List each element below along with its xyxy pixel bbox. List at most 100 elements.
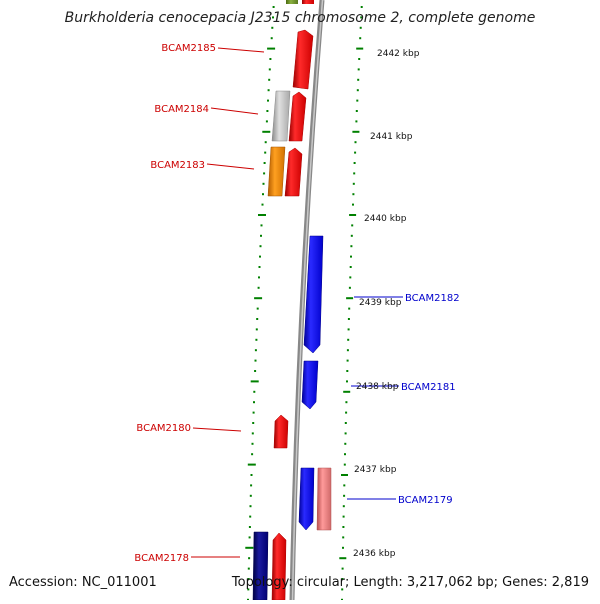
tick-mark [258, 214, 266, 216]
gene-feature-bcam2184-gray[interactable] [271, 90, 291, 142]
tick-mark [341, 578, 344, 580]
tick-mark [344, 422, 347, 424]
tick-mark [356, 47, 364, 50]
gene-feature-bcam2180[interactable] [273, 414, 289, 449]
tick-mark [341, 474, 348, 476]
kbp-label-2439: 2439 kbp [359, 298, 402, 308]
tick-mark [255, 328, 258, 331]
tick-mark [248, 557, 251, 560]
tick-mark [348, 286, 351, 289]
tick-mark [342, 546, 344, 549]
tick-mark [260, 234, 262, 237]
tick-mark [343, 494, 346, 497]
tick-mark [254, 349, 257, 352]
tick-mark [272, 16, 274, 19]
tick-mark [263, 172, 266, 175]
kbp-label-2442: 2442 kbp [377, 49, 420, 59]
tick-mark [355, 120, 358, 123]
tick-mark [341, 588, 344, 591]
tick-mark [342, 505, 345, 508]
tick-mark [344, 442, 347, 445]
tick-mark [356, 99, 359, 102]
gene-feature-bcam2183-orange[interactable] [267, 146, 286, 197]
tick-mark [270, 37, 273, 40]
tick-mark [271, 26, 274, 29]
kbp-label-2440: 2440 kbp [364, 214, 407, 224]
kbp-label-2436: 2436 kbp [353, 549, 396, 559]
gene-feature-bcam2179[interactable] [316, 467, 332, 531]
tick-mark [252, 411, 255, 414]
tick-mark [339, 557, 347, 560]
gene-label-bcam2181[interactable]: BCAM2181 [401, 382, 456, 393]
tick-mark [248, 526, 251, 528]
tick-mark [266, 110, 269, 112]
tick-mark [358, 58, 361, 60]
tick-mark [347, 328, 350, 331]
tick-mark [352, 203, 354, 206]
gene-feature-bcam2179-blue[interactable] [298, 467, 315, 531]
gene-label-bcam2183[interactable]: BCAM2183 [150, 160, 205, 171]
tick-mark [343, 484, 346, 487]
gene-label-bcam2184[interactable]: BCAM2184 [154, 104, 209, 115]
tick-mark [348, 307, 351, 310]
tick-mark [342, 526, 345, 528]
tick-mark [250, 484, 253, 487]
tick-mark [251, 453, 254, 456]
gene-feature-bcam2183[interactable] [284, 147, 303, 197]
tick-mark [258, 266, 261, 268]
tick-mark [269, 58, 272, 60]
tick-mark [254, 370, 257, 372]
gene-feature-bcam2185[interactable] [292, 29, 314, 90]
tick-mark [346, 370, 349, 372]
tick-mark [356, 89, 359, 92]
tick-mark [342, 515, 345, 518]
gene-label-bcam2182[interactable]: BCAM2182 [405, 293, 460, 304]
tick-mark [347, 338, 350, 341]
tick-mark [359, 26, 362, 29]
label-leader-lines [191, 47, 403, 558]
kbp-label-2437: 2437 kbp [354, 465, 397, 475]
tick-mark [245, 546, 254, 549]
tick-mark [267, 99, 269, 102]
tick-mark [249, 494, 252, 497]
tick-mark [349, 214, 357, 216]
tick-mark [343, 463, 346, 466]
tick-mark [247, 588, 250, 591]
tick-mark [257, 286, 260, 289]
tick-mark [249, 505, 252, 508]
tick-marks-right [339, 6, 364, 601]
tick-mark [357, 68, 360, 71]
tick-mark [344, 432, 347, 435]
gene-label-bcam2185[interactable]: BCAM2185 [161, 43, 216, 54]
tick-mark [352, 193, 355, 196]
tick-mark [268, 68, 271, 71]
tick-mark [353, 172, 356, 175]
gene-feature-top-olive[interactable] [286, 0, 298, 4]
tick-mark [251, 442, 254, 445]
gene-label-bcam2180[interactable]: BCAM2180 [136, 423, 191, 434]
gene-feature-bcam2182[interactable] [303, 235, 324, 354]
gene-label-bcam2179[interactable]: BCAM2179 [398, 495, 453, 506]
gene-feature-bcam2184[interactable] [288, 91, 307, 142]
tick-mark [250, 474, 253, 476]
tick-mark [342, 536, 345, 539]
tick-mark [360, 6, 363, 8]
tick-mark [349, 266, 352, 268]
tick-mark [259, 255, 261, 258]
tick-mark [251, 432, 254, 435]
tick-mark [355, 110, 358, 112]
gene-feature-top-red[interactable] [302, 0, 314, 4]
tick-mark [354, 151, 357, 154]
tick-mark [263, 162, 266, 164]
tick-mark [255, 338, 258, 341]
accession-text: Accession: NC_011001 [9, 575, 157, 590]
tick-mark [353, 162, 356, 164]
gene-feature-bcam2181[interactable] [301, 360, 319, 410]
gene-label-bcam2178[interactable]: BCAM2178 [134, 553, 189, 564]
tick-mark [268, 78, 271, 81]
tick-marks-left [245, 6, 276, 601]
tick-mark [252, 422, 255, 424]
tick-mark [352, 130, 360, 133]
